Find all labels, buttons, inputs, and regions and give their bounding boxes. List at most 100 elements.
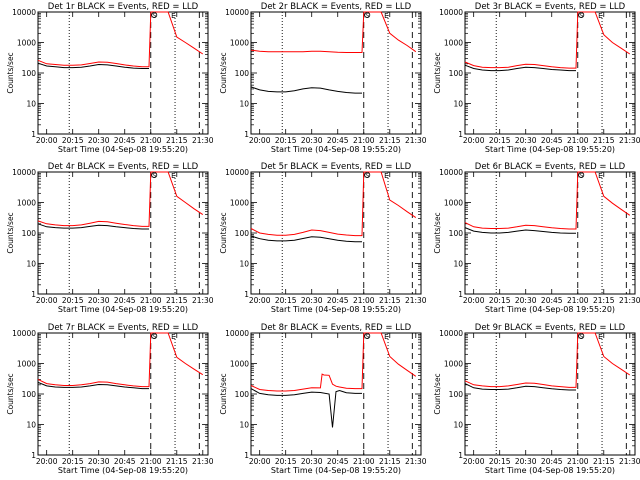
x-tick-label: 20:45 [327, 457, 349, 466]
y-tick-label: 100 [449, 69, 464, 78]
series-events-line [37, 62, 149, 69]
y-tick-label: 10000 [225, 8, 249, 17]
x-tick-label: 20:15 [275, 296, 297, 305]
axes-box [37, 171, 209, 295]
x-tick-label: 20:00 [463, 136, 485, 145]
y-tick-label: 1000 [230, 360, 249, 369]
y-axis-label: Counts/sec [433, 212, 442, 253]
start-marker-label: S [152, 173, 156, 180]
x-axis-label: Start Time (04-Sep-08 19:55:20) [271, 305, 401, 314]
x-tick-label: 20:00 [36, 136, 58, 145]
axes-box [464, 332, 636, 456]
y-tick-label: 1000 [17, 360, 36, 369]
x-tick-label: 21:00 [567, 296, 589, 305]
panel-9: Det 9r BLACK = Events, RED = LLD 1 10 100 10… [433, 323, 640, 475]
x-tick-label: 20:15 [62, 296, 84, 305]
x-tick-label: 20:45 [114, 296, 136, 305]
x-tick-label: 20:45 [327, 136, 349, 145]
panel-title: Det 2r BLACK = Events, RED = LLD [261, 2, 412, 12]
y-tick-label: 100 [235, 69, 250, 78]
x-tick-label: 20:30 [301, 136, 323, 145]
y-tick-label: 10 [453, 260, 463, 269]
end-marker-label: E [171, 333, 175, 341]
x-tick-label: 20:00 [463, 457, 485, 466]
y-tick-label: 100 [235, 390, 250, 399]
y-tick-label: 10 [453, 100, 463, 109]
x-tick-label: 21:00 [353, 136, 375, 145]
start-marker-label: S [579, 173, 583, 180]
end-marker-label: E [171, 172, 175, 180]
x-tick-label: 21:15 [166, 136, 188, 145]
panel-title: Det 6r BLACK = Events, RED = LLD [475, 162, 626, 172]
x-tick-label: 21:30 [619, 136, 640, 145]
panel-title: Det 5r BLACK = Events, RED = LLD [261, 162, 412, 172]
x-tick-label: 21:30 [192, 457, 214, 466]
y-tick-label: 100 [449, 390, 464, 399]
start-marker [364, 171, 371, 178]
x-tick-label: 21:30 [405, 296, 427, 305]
panel-3: Det 3r BLACK = Events, RED = LLD 1 10 100 10… [433, 2, 640, 154]
panel-2: Det 2r BLACK = Events, RED = LLD 1 10 100 10… [219, 2, 427, 154]
start-marker [578, 11, 585, 18]
y-tick-label: 10 [239, 100, 249, 109]
y-tick-label: 100 [22, 229, 37, 238]
x-axis-label: Start Time (04-Sep-08 19:55:20) [58, 466, 188, 475]
y-tick-label: 1000 [17, 39, 36, 48]
series-lld-line [37, 11, 204, 68]
y-tick-label: 1000 [444, 199, 463, 208]
x-tick-label: 21:15 [379, 457, 401, 466]
y-tick-label: 1 [31, 130, 36, 139]
series-lld-line [37, 332, 204, 388]
panel-4: Det 4r BLACK = Events, RED = LLD 1 10 100 10… [6, 162, 214, 314]
y-tick-label: 10 [26, 260, 36, 269]
series-events-line [250, 235, 362, 243]
x-tick-label: 21:30 [405, 457, 427, 466]
x-tick-label: 21:15 [379, 136, 401, 145]
x-axis-label: Start Time (04-Sep-08 19:55:20) [485, 145, 615, 154]
start-marker-label: S [152, 13, 156, 20]
series-events-line [464, 227, 576, 234]
start-marker-label: S [365, 13, 369, 20]
y-tick-label: 1 [244, 130, 249, 139]
y-tick-label: 10 [26, 421, 36, 430]
x-tick-label: 20:30 [515, 296, 537, 305]
panel-title: Det 8r BLACK = Events, RED = LLD [261, 323, 412, 333]
start-marker-label: S [365, 334, 369, 341]
x-tick-label: 20:45 [541, 296, 563, 305]
x-tick-label: 20:30 [515, 457, 537, 466]
x-tick-label: 21:00 [353, 296, 375, 305]
x-tick-label: 20:45 [114, 457, 136, 466]
y-tick-label: 1000 [444, 360, 463, 369]
x-tick-label: 20:15 [275, 457, 297, 466]
y-axis-label: Counts/sec [433, 52, 442, 93]
axes-box [464, 11, 636, 135]
start-marker [578, 171, 585, 178]
x-tick-label: 20:45 [114, 136, 136, 145]
series-events-line [37, 223, 149, 230]
x-tick-label: 20:15 [275, 136, 297, 145]
x-tick-label: 21:00 [567, 457, 589, 466]
start-marker [364, 332, 371, 339]
x-tick-label: 21:15 [166, 296, 188, 305]
x-tick-label: 20:30 [88, 136, 110, 145]
y-axis-label: Counts/sec [219, 373, 228, 414]
x-tick-label: 20:15 [62, 457, 84, 466]
series-lld-line [250, 11, 417, 53]
x-tick-label: 21:30 [192, 136, 214, 145]
end-marker-label: E [384, 333, 388, 341]
x-tick-label: 20:00 [249, 457, 271, 466]
series-events-line [250, 86, 362, 94]
y-tick-label: 1 [31, 451, 36, 460]
series-lld-line [464, 171, 631, 230]
start-marker-label: S [579, 13, 583, 20]
y-tick-label: 1 [31, 290, 36, 299]
series-lld-line [37, 171, 204, 227]
end-marker-label: E [171, 12, 175, 20]
x-tick-label: 20:00 [249, 136, 271, 145]
x-axis-label: Start Time (04-Sep-08 19:55:20) [271, 145, 401, 154]
start-marker-label: S [152, 334, 156, 341]
y-tick-label: 10000 [12, 168, 36, 177]
start-marker [578, 332, 585, 339]
y-tick-label: 10000 [439, 8, 463, 17]
